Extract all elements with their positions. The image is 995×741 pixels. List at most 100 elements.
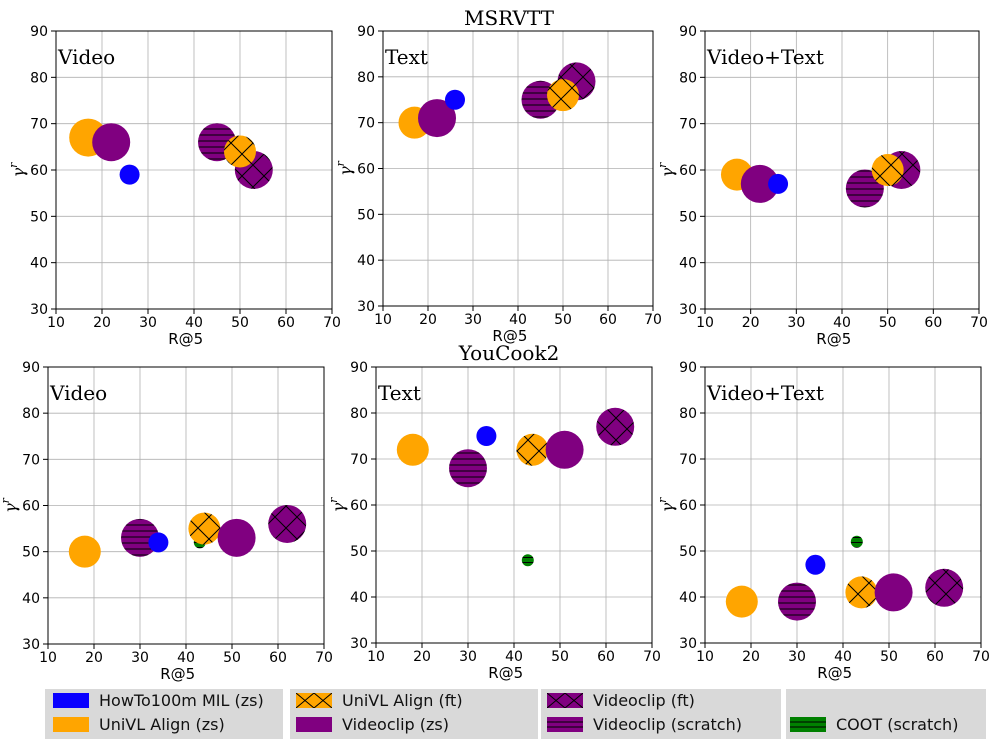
legend-swatch-green-h: [790, 717, 826, 732]
legend-label: Videoclip (zs): [342, 715, 449, 734]
y-axis-label-superscript: r: [656, 162, 669, 168]
legend-swatch-orange-x: [296, 693, 332, 708]
x-tick-label: 30: [788, 649, 806, 665]
y-tick-label: 30: [350, 636, 368, 652]
axes-frame: [375, 366, 653, 644]
panel-label: Text: [385, 45, 428, 69]
y-tick-label: 50: [679, 544, 697, 560]
y-tick-label: 70: [30, 117, 48, 133]
x-tick-label: 60: [599, 312, 617, 328]
y-tick-label: 40: [22, 591, 40, 607]
y-axis-label: γr: [334, 160, 355, 176]
scatter-point: [121, 518, 159, 557]
x-tick-label: 40: [833, 315, 851, 331]
y-tick-label: 80: [679, 70, 697, 86]
y-tick-label: 90: [22, 360, 40, 376]
legend-swatch-purple: [296, 717, 332, 732]
legend-label: Videoclip (ft): [593, 691, 695, 710]
y-tick-label: 70: [22, 452, 40, 468]
y-tick-label: 70: [679, 117, 697, 133]
y-tick-label: 90: [357, 24, 375, 40]
legend-box-4: COOT (scratch): [786, 689, 986, 739]
x-tick-label: 30: [459, 649, 477, 665]
y-tick-label: 90: [679, 360, 697, 376]
x-axis-label: R@5: [817, 664, 852, 682]
y-tick-label: 40: [357, 253, 375, 269]
scatter-point: [725, 585, 758, 618]
x-axis-label: R@5: [492, 327, 527, 345]
x-tick-label: 10: [367, 649, 385, 665]
scatter-panel: 10 20 30 40 50 60 70 30 40 50 60 70 80 90 Video+Text R@…: [656, 24, 988, 348]
y-tick-label: 30: [357, 299, 375, 315]
y-tick-label: 80: [22, 406, 40, 422]
legend-item-videoclip-ft: Videoclip (ft): [547, 691, 695, 710]
x-tick-label: 40: [185, 315, 203, 331]
y-tick-label: 50: [679, 209, 697, 225]
y-axis-label-superscript: r: [656, 497, 669, 503]
legend-swatch-orange: [53, 717, 89, 732]
scatter-point: [92, 123, 131, 162]
x-tick-label: 60: [924, 315, 942, 331]
scatter-point: [850, 535, 863, 548]
x-tick-label: 70: [970, 315, 988, 331]
scatter-point: [805, 554, 826, 575]
scatter-point: [778, 582, 816, 621]
x-tick-label: 50: [879, 315, 897, 331]
panel-label: Text: [378, 381, 421, 405]
scatter-point: [119, 164, 140, 185]
x-tick-label: 20: [742, 315, 760, 331]
x-axis-label: R@5: [488, 664, 523, 682]
panel-label: Video+Text: [706, 45, 824, 69]
legend-label: Videoclip (scratch): [593, 715, 742, 734]
scatter-point: [845, 576, 878, 609]
x-tick-label: 60: [269, 650, 287, 666]
y-tick-label: 50: [357, 207, 375, 223]
legend-label: UniVL Align (zs): [99, 715, 225, 734]
scatter-point: [740, 164, 779, 203]
x-tick-label: 30: [139, 315, 157, 331]
y-tick-label: 30: [30, 302, 48, 318]
legend-item-videoclip-zs: Videoclip (zs): [296, 715, 449, 734]
x-tick-label: 20: [85, 650, 103, 666]
y-tick-label: 40: [679, 590, 697, 606]
scatter-panel: 10 20 30 40 50 60 70 30 40 50 60 70 80 90 Video R@5 γr: [7, 24, 341, 348]
axes-frame: [704, 366, 982, 644]
scatter-point: [845, 169, 884, 208]
x-tick-label: 20: [413, 649, 431, 665]
x-tick-label: 60: [277, 315, 295, 331]
y-axis-label-superscript: r: [0, 497, 12, 503]
x-tick-label: 60: [597, 649, 615, 665]
y-tick-label: 70: [350, 452, 368, 468]
legend-swatch-blue: [53, 693, 89, 708]
y-tick-label: 50: [350, 544, 368, 560]
scatter-point: [596, 407, 635, 446]
x-tick-label: 60: [926, 649, 944, 665]
scatter-panel: 10 20 30 40 50 60 70 30 40 50 60 70 80 90 Text R@5 γr: [327, 360, 661, 682]
axes-frame: [704, 30, 980, 310]
scatter-point: [871, 154, 904, 186]
y-tick-label: 50: [30, 209, 48, 225]
scatter-point: [148, 532, 169, 553]
x-tick-label: 70: [644, 312, 662, 328]
scatter-point: [925, 568, 964, 607]
y-tick-label: 30: [22, 637, 40, 653]
scatter-point: [418, 99, 456, 138]
x-tick-label: 20: [742, 649, 760, 665]
legend-box-1: HowTo100m MIL (zs) UniVL Align (zs): [45, 689, 283, 739]
y-tick-label: 60: [679, 498, 697, 514]
scatter-point: [545, 430, 584, 469]
x-tick-label: 50: [554, 312, 572, 328]
legend-swatch-purple-h: [547, 717, 583, 732]
y-tick-label: 40: [679, 256, 697, 272]
scatter-panel: 10 20 30 40 50 60 70 30 40 50 60 70 80 90 Text R@5 γr: [334, 24, 662, 345]
y-axis-label: γr: [656, 162, 677, 178]
legend-label: HowTo100m MIL (zs): [99, 691, 264, 710]
scatter-point: [768, 173, 789, 194]
y-tick-label: 50: [22, 545, 40, 561]
y-tick-label: 90: [679, 24, 697, 40]
scatter-point: [449, 449, 487, 488]
axes-frame: [47, 366, 325, 645]
y-tick-label: 90: [350, 360, 368, 376]
x-tick-label: 50: [231, 315, 249, 331]
